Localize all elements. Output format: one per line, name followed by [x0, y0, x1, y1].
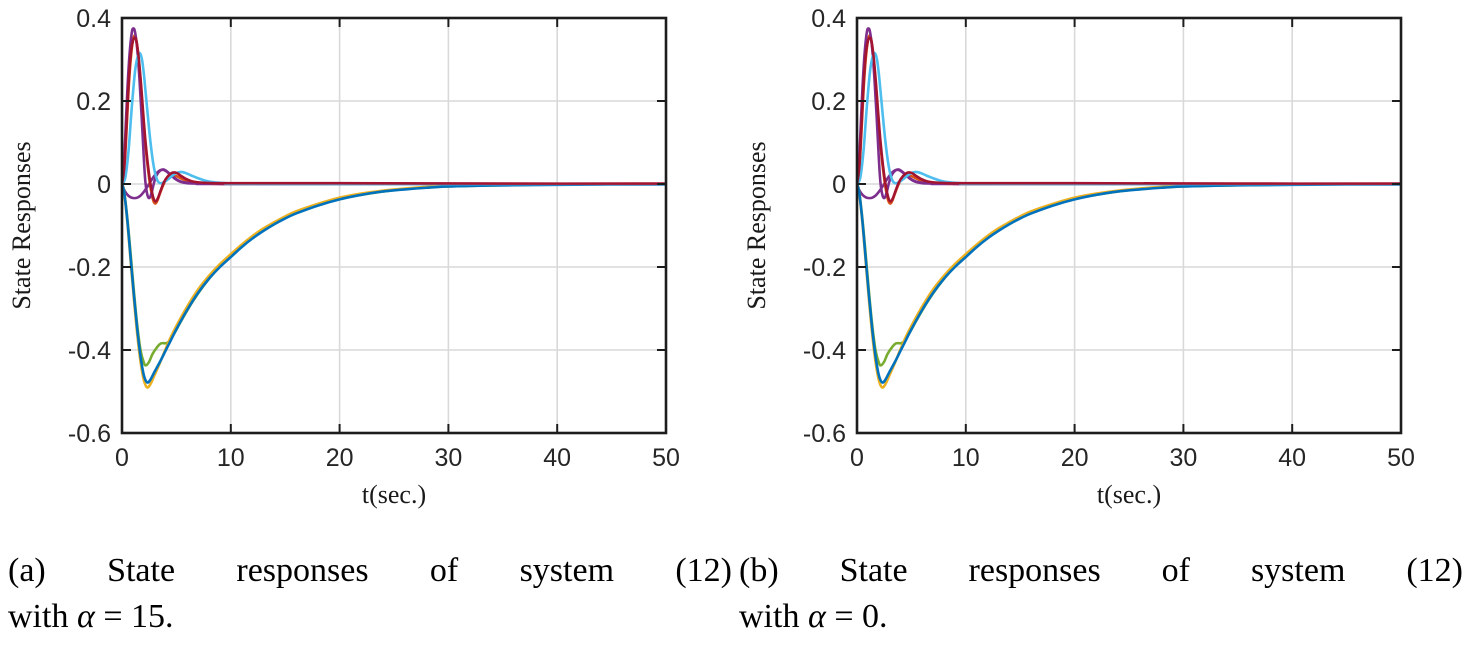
x-tick-label: 20 — [1061, 444, 1089, 472]
curve-x5 — [122, 182, 666, 367]
x-tick-label: 30 — [434, 444, 462, 472]
y-tick-label: 0.2 — [76, 88, 111, 116]
axes-frame — [120, 16, 668, 435]
curve-x6 — [857, 51, 1401, 186]
plot-panel-b: 0 10 20 30 40 50 0.4 0.2 0 -0.2 -0.4 -0.6 t(sec.) Sta… — [742, 5, 1415, 509]
curve-x6 — [122, 51, 666, 186]
caption-b: (b) State responses of system (12) with … — [739, 548, 1463, 640]
x-tick-label: 10 — [952, 444, 980, 472]
caption-b-line1: (b) State responses of system (12) — [739, 552, 1463, 589]
curve-x2 — [122, 34, 666, 205]
curves-group — [857, 27, 1401, 389]
y-tick-label: -0.4 — [803, 337, 846, 365]
x-tick-label: 50 — [1387, 444, 1415, 472]
x-tick-label: 40 — [543, 444, 571, 472]
alpha-symbol: α — [76, 598, 95, 635]
x-axis-label: t(sec.) — [362, 480, 426, 509]
curve-x4 — [122, 27, 666, 200]
y-tick-label: -0.4 — [68, 337, 111, 365]
plot-panel-a: 0 10 20 30 40 50 0.4 0.2 0 -0.2 -0.4 -0.6 t(sec.) Sta… — [7, 5, 680, 509]
alpha-symbol: α — [807, 598, 826, 635]
x-tick-label: 30 — [1169, 444, 1197, 472]
y-tick-label: -0.2 — [803, 254, 846, 282]
caption-a-line2: with α = 15. — [8, 598, 174, 635]
x-axis-label: t(sec.) — [1097, 480, 1161, 509]
curve-x5 — [857, 182, 1401, 367]
curve-x1 — [857, 182, 1401, 384]
y-tick-label: 0 — [832, 171, 846, 199]
y-tick-label: -0.6 — [803, 420, 846, 448]
curve-x7 — [857, 36, 1401, 203]
x-tick-label: 10 — [217, 444, 245, 472]
y-tick-label: 0.4 — [811, 5, 846, 33]
x-tick-label: 40 — [1278, 444, 1306, 472]
caption-b-line2: with α = 0. — [739, 598, 888, 635]
y-tick-label: -0.6 — [68, 420, 111, 448]
curve-x2 — [857, 34, 1401, 205]
curve-x7 — [122, 36, 666, 203]
curve-x4 — [857, 27, 1401, 200]
x-tick-label: 50 — [652, 444, 680, 472]
caption-a-line1: (a) State responses of system (12) — [8, 552, 732, 589]
curves-group — [122, 27, 666, 389]
curve-x1 — [122, 182, 666, 384]
axes-frame — [855, 16, 1403, 435]
y-tick-label: 0.4 — [76, 5, 111, 33]
y-tick-label: 0 — [97, 171, 111, 199]
y-axis-label: State Responses — [7, 141, 36, 309]
caption-a: (a) State responses of system (12) with … — [8, 548, 732, 640]
x-tick-label: 0 — [115, 444, 129, 472]
x-tick-label: 20 — [326, 444, 354, 472]
y-axis-label: State Responses — [742, 141, 771, 309]
x-tick-label: 0 — [850, 444, 864, 472]
y-tick-label: 0.2 — [811, 88, 846, 116]
y-tick-label: -0.2 — [68, 254, 111, 282]
